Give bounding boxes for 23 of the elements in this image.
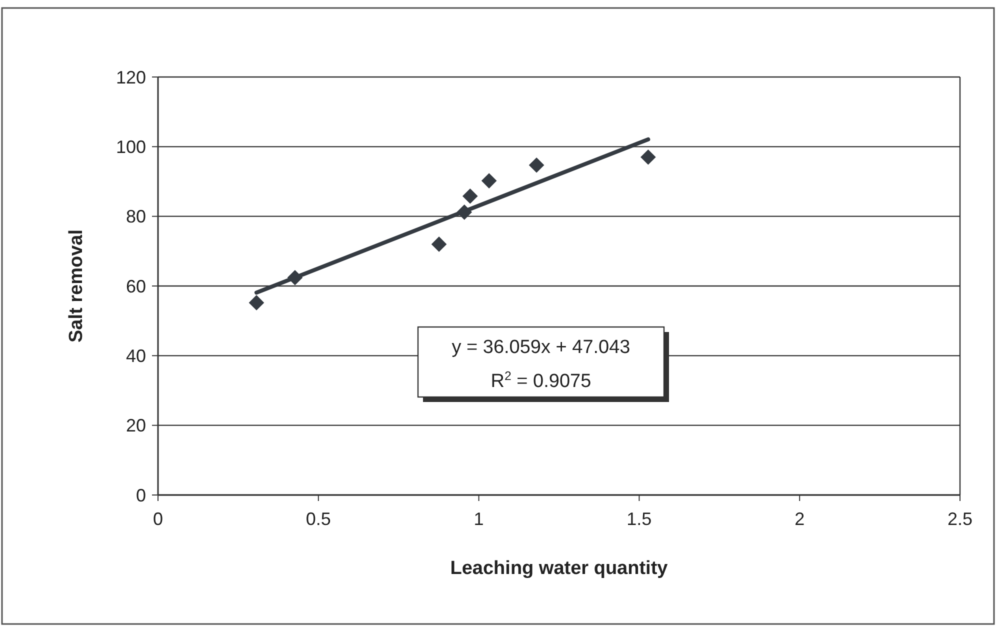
point: [481, 173, 497, 188]
x-tick-label: 1.5: [626, 509, 652, 529]
point: [248, 295, 264, 310]
annotation: R$^{2}$ = 0.9075: [490, 369, 592, 392]
point: [431, 236, 447, 252]
x-axis-title: Leaching water quantity: [450, 558, 668, 579]
y-tick-label: 120: [116, 67, 146, 88]
x-tick-label: 2: [794, 509, 805, 529]
y-tick-label: 100: [116, 136, 146, 157]
annotation: y = 36.059x + 47.043: [452, 337, 630, 358]
y-tick-label: 80: [126, 206, 146, 227]
x-tick-label: 2.5: [947, 509, 973, 529]
x-tick-label: 0.5: [306, 509, 331, 529]
y-tick-label: 40: [126, 346, 146, 366]
y-tick-label: 20: [126, 416, 146, 436]
point: [640, 149, 656, 165]
y-tick-label: 0: [136, 485, 146, 506]
point: [528, 157, 544, 173]
point: [462, 188, 478, 204]
y-axis-title: Salt removal: [66, 230, 87, 342]
x-tick-label: 1: [474, 509, 484, 529]
y-tick-label: 60: [126, 276, 146, 296]
x-tick-label: 0: [152, 509, 164, 529]
